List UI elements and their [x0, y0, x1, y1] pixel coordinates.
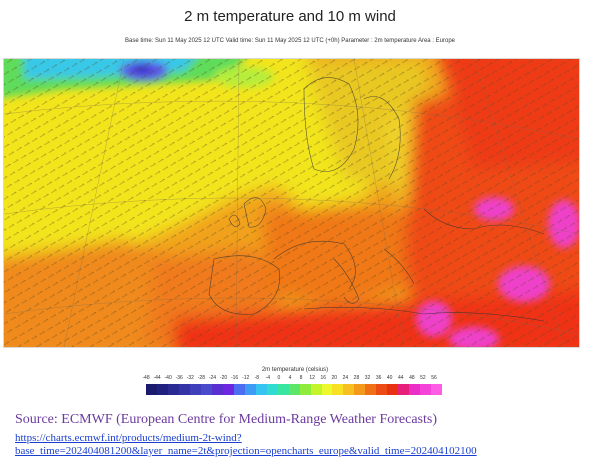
legend-swatch	[233, 384, 245, 395]
legend-ticks: -48 -44 -40 -36 -32 -28 -24 -20 -16 -12 -8 -4 0 4 8 12 1…	[141, 375, 449, 383]
legend-swatch	[244, 384, 256, 395]
legend-swatch	[387, 384, 399, 395]
legend-tick-label: 20	[331, 375, 338, 381]
legend-tick-label: 36	[375, 375, 382, 381]
legend-tick-label: -32	[186, 375, 194, 381]
legend-tick-label: -44	[153, 375, 161, 381]
wind-arrows	[4, 59, 579, 347]
legend-swatch	[255, 384, 267, 395]
source-caption: Source: ECMWF (European Centre for Mediu…	[15, 412, 437, 427]
legend-swatch	[189, 384, 201, 395]
source-link[interactable]: https://charts.ecmwf.int/products/medium…	[15, 432, 477, 457]
legend-tick-label: -16	[230, 375, 239, 381]
temperature-map	[3, 58, 580, 348]
legend-swatch	[178, 384, 190, 395]
legend-tick-label: -12	[242, 375, 250, 381]
legend-swatch	[222, 384, 234, 395]
legend-tick-label: 0	[277, 375, 281, 381]
legend-swatch	[156, 384, 168, 395]
legend-tick-label: 4	[288, 375, 292, 381]
legend-tick-label: -24	[208, 375, 217, 381]
legend-tick-label: -4	[265, 375, 271, 381]
legend-tick-label: 44	[397, 375, 404, 381]
legend-swatch	[266, 384, 278, 395]
legend-tick-label: 8	[299, 375, 303, 381]
legend-swatch	[211, 384, 223, 395]
legend-swatch	[200, 384, 212, 395]
legend-swatch	[365, 384, 377, 395]
legend-tick-label: -36	[175, 375, 183, 381]
legend-tick-label: 24	[342, 375, 349, 381]
legend-swatch	[431, 384, 443, 395]
legend-tick-label: 32	[364, 375, 371, 381]
map-title: 2 m temperature and 10 m wind	[184, 8, 396, 25]
legend-swatch	[376, 384, 388, 395]
legend-tick-label: -8	[254, 375, 259, 381]
map-subtitle: Base time: Sun 11 May 2025 12 UTC Valid …	[125, 38, 455, 44]
legend-tick-label: 16	[320, 375, 326, 381]
legend-swatch	[398, 384, 410, 395]
legend-swatch	[321, 384, 333, 395]
legend-tick-label: 48	[409, 375, 415, 381]
legend-tick-label: 12	[309, 375, 315, 381]
legend-tick-label: 28	[353, 375, 360, 381]
legend-swatch	[310, 384, 322, 395]
legend-tick-label: -48	[142, 375, 150, 381]
legend-tick-label: -28	[197, 375, 205, 381]
legend-title: 2m temperature (celsius)	[261, 367, 329, 373]
legend-swatch	[332, 384, 344, 395]
legend-swatch	[420, 384, 432, 395]
legend-swatch	[409, 384, 421, 395]
legend-tick-label: -20	[219, 375, 228, 381]
legend-tick-label: -40	[164, 375, 172, 381]
legend-swatch	[354, 384, 366, 395]
legend-swatch	[288, 384, 300, 395]
legend-swatch	[167, 384, 179, 395]
legend-tick-label: 40	[386, 375, 393, 381]
legend-swatch	[299, 384, 311, 395]
legend-tick-label: 52	[420, 375, 426, 381]
color-scale-bar	[146, 384, 443, 395]
legend-swatch	[146, 384, 157, 395]
legend-tick-label: 56	[431, 375, 437, 381]
legend-swatch	[277, 384, 289, 395]
legend-swatch	[343, 384, 355, 395]
